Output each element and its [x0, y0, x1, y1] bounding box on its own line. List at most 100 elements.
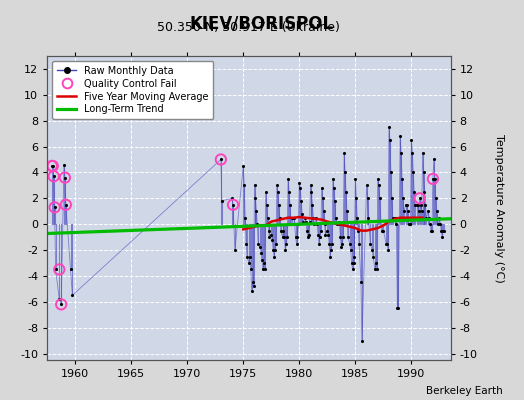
- Point: [303, 228, 311, 234]
- Point: [343, 208, 351, 214]
- Point: [269, 247, 277, 253]
- Point: [304, 231, 313, 238]
- Point: [382, 240, 390, 247]
- Point: [272, 240, 280, 247]
- Legend: Raw Monthly Data, Quality Control Fail, Five Year Moving Average, Long-Term Tren: Raw Monthly Data, Quality Control Fail, …: [52, 61, 213, 119]
- Point: [242, 240, 250, 247]
- Point: [417, 202, 425, 208]
- Point: [67, 266, 75, 273]
- Point: [254, 240, 263, 247]
- Point: [347, 260, 356, 266]
- Point: [245, 260, 253, 266]
- Point: [246, 253, 254, 260]
- Point: [410, 189, 418, 195]
- Point: [264, 228, 272, 234]
- Point: [337, 244, 345, 251]
- Point: [257, 250, 265, 256]
- Point: [430, 156, 438, 163]
- Point: [305, 218, 314, 225]
- Point: [55, 266, 63, 273]
- Point: [431, 195, 440, 202]
- Point: [51, 266, 60, 273]
- Point: [252, 208, 260, 214]
- Point: [388, 195, 396, 202]
- Point: [391, 214, 400, 221]
- Point: [368, 247, 376, 253]
- Point: [249, 283, 258, 290]
- Point: [336, 234, 345, 240]
- Point: [355, 240, 363, 247]
- Point: [419, 169, 428, 176]
- Point: [376, 195, 384, 202]
- Point: [61, 174, 69, 181]
- Point: [332, 214, 340, 221]
- Point: [263, 202, 271, 208]
- Point: [342, 189, 350, 195]
- Point: [251, 195, 259, 202]
- Point: [408, 150, 417, 156]
- Point: [217, 156, 225, 163]
- Point: [292, 240, 301, 247]
- Point: [50, 204, 59, 210]
- Point: [308, 202, 316, 208]
- Point: [364, 214, 373, 221]
- Point: [241, 214, 249, 221]
- Point: [350, 260, 358, 266]
- Point: [302, 218, 310, 225]
- Point: [414, 202, 422, 208]
- Point: [61, 174, 69, 181]
- Point: [330, 185, 338, 191]
- Point: [406, 221, 414, 227]
- Point: [433, 221, 442, 227]
- Point: [250, 182, 259, 188]
- Text: KIEV/BORISPOL: KIEV/BORISPOL: [190, 14, 334, 32]
- Point: [228, 195, 236, 202]
- Point: [217, 198, 226, 204]
- Point: [310, 221, 319, 227]
- Point: [328, 240, 336, 247]
- Point: [421, 202, 430, 208]
- Point: [247, 266, 255, 273]
- Point: [290, 221, 299, 227]
- Point: [366, 240, 375, 247]
- Point: [333, 221, 341, 227]
- Point: [387, 169, 395, 176]
- Point: [385, 124, 393, 130]
- Point: [399, 195, 407, 202]
- Y-axis label: Temperature Anomaly (°C): Temperature Anomaly (°C): [494, 134, 504, 282]
- Point: [62, 202, 70, 208]
- Point: [354, 228, 363, 234]
- Point: [393, 305, 401, 312]
- Point: [282, 240, 290, 247]
- Point: [256, 244, 264, 251]
- Point: [437, 228, 445, 234]
- Point: [299, 218, 307, 225]
- Point: [297, 198, 305, 204]
- Point: [320, 208, 328, 214]
- Point: [440, 228, 449, 234]
- Point: [258, 257, 266, 264]
- Point: [331, 198, 339, 204]
- Point: [287, 221, 295, 227]
- Point: [383, 240, 391, 247]
- Point: [296, 185, 304, 191]
- Point: [413, 202, 421, 208]
- Point: [240, 182, 248, 188]
- Point: [402, 202, 411, 208]
- Point: [49, 163, 57, 169]
- Point: [294, 221, 302, 227]
- Point: [350, 253, 358, 260]
- Point: [315, 240, 323, 247]
- Point: [243, 253, 251, 260]
- Point: [439, 228, 447, 234]
- Point: [324, 231, 332, 238]
- Point: [403, 208, 412, 214]
- Point: [398, 176, 406, 182]
- Point: [217, 156, 225, 163]
- Point: [426, 221, 434, 227]
- Point: [338, 240, 346, 247]
- Point: [401, 202, 410, 208]
- Point: [438, 234, 446, 240]
- Point: [268, 236, 277, 243]
- Point: [416, 195, 424, 202]
